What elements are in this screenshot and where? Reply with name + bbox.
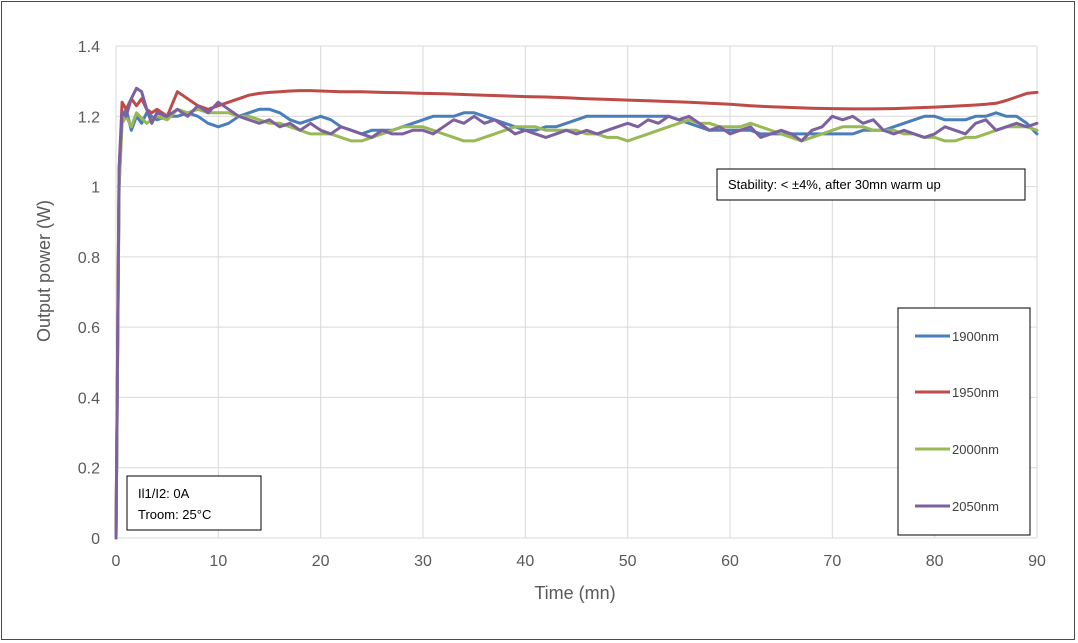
x-tick-label: 20 — [312, 553, 330, 570]
y-tick-labels: 0 0.2 0.4 0.6 0.8 1 1.2 1.4 — [78, 39, 100, 548]
y-tick-label: 0.6 — [78, 320, 100, 337]
series-line-2050nm — [114, 86, 1039, 540]
x-tick-label: 70 — [823, 553, 841, 570]
x-tick-label: 0 — [112, 553, 121, 570]
y-tick-label: 1.2 — [78, 109, 100, 126]
legend-items: 1900nm 1950nm 2000nm 2050nm — [915, 329, 999, 514]
y-tick-label: 0.2 — [78, 461, 100, 478]
x-tick-label: 90 — [1028, 553, 1046, 570]
y-axis-title: Output power (W) — [34, 200, 54, 342]
x-tick-label: 60 — [721, 553, 739, 570]
stability-box — [716, 168, 1026, 201]
y-tick-label: 1.4 — [78, 39, 100, 56]
conditions-annotation: Il1/I2: 0A Troom: 25°C — [126, 475, 262, 531]
x-tick-label: 50 — [619, 553, 637, 570]
stability-annotation: Stability: < ±4%, after 30mn warm up — [716, 168, 1026, 201]
conditions-line-1: Il1/I2: 0A — [138, 486, 190, 501]
y-tick-label: 0.8 — [78, 250, 100, 267]
legend-label-1950nm: 1950nm — [952, 385, 999, 400]
series-line-2000nm — [114, 107, 1039, 540]
legend: 1900nm 1950nm 2000nm 2050nm — [897, 307, 1031, 536]
x-tick-label: 10 — [209, 553, 227, 570]
x-axis-title: Time (mn) — [534, 583, 615, 603]
y-tick-label: 0 — [91, 531, 100, 548]
legend-label-1900nm: 1900nm — [952, 329, 999, 344]
legend-label-2050nm: 2050nm — [952, 499, 999, 514]
stability-text: Stability: < ±4%, after 30mn warm up — [728, 177, 941, 192]
x-tick-labels: 0 10 20 30 40 50 60 70 80 90 — [112, 553, 1046, 570]
legend-box — [897, 307, 1031, 536]
y-tick-label: 1 — [91, 180, 100, 197]
series-lines — [114, 86, 1039, 540]
legend-label-2000nm: 2000nm — [952, 442, 999, 457]
x-tick-label: 30 — [414, 553, 432, 570]
conditions-box — [126, 475, 262, 531]
y-tick-label: 0.4 — [78, 390, 100, 407]
conditions-line-2: Troom: 25°C — [138, 507, 211, 522]
x-tick-label: 40 — [516, 553, 534, 570]
series-line-1950nm — [114, 89, 1039, 540]
x-tick-label: 80 — [926, 553, 944, 570]
